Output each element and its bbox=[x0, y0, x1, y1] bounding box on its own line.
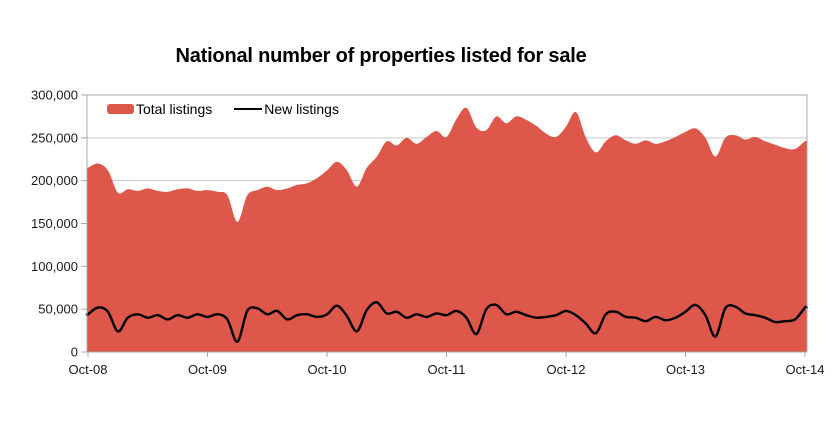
legend-line-swatch bbox=[234, 108, 263, 110]
chart-title: National number of properties listed for… bbox=[175, 45, 587, 67]
legend-label-new-listings: New listings bbox=[264, 101, 339, 117]
y-tick-label: 250,000 bbox=[31, 130, 78, 145]
x-tick-label: Oct-09 bbox=[188, 362, 227, 377]
x-tick-label: Oct-11 bbox=[427, 362, 465, 377]
y-tick-label: 100,000 bbox=[31, 259, 78, 274]
x-tick-label: Oct-14 bbox=[785, 362, 824, 377]
y-tick-label: 50,000 bbox=[38, 302, 78, 317]
y-tick-label: 200,000 bbox=[31, 173, 78, 188]
new-listings-line bbox=[85, 301, 809, 343]
x-tick-label: Oct-10 bbox=[307, 362, 346, 377]
legend-label-total-listings: Total listings bbox=[136, 101, 213, 117]
y-tick-label: 150,000 bbox=[31, 216, 78, 231]
legend-area-swatch bbox=[107, 104, 134, 114]
x-tick-label: Oct-13 bbox=[666, 362, 705, 377]
legend: Total listings New listings bbox=[107, 100, 339, 118]
y-tick-label: 300,000 bbox=[31, 88, 78, 103]
total-listings-area bbox=[86, 107, 807, 352]
y-tick-label: 0 bbox=[71, 345, 78, 360]
x-tick-label: Oct-08 bbox=[68, 362, 107, 377]
x-tick-label: Oct-12 bbox=[546, 362, 585, 377]
